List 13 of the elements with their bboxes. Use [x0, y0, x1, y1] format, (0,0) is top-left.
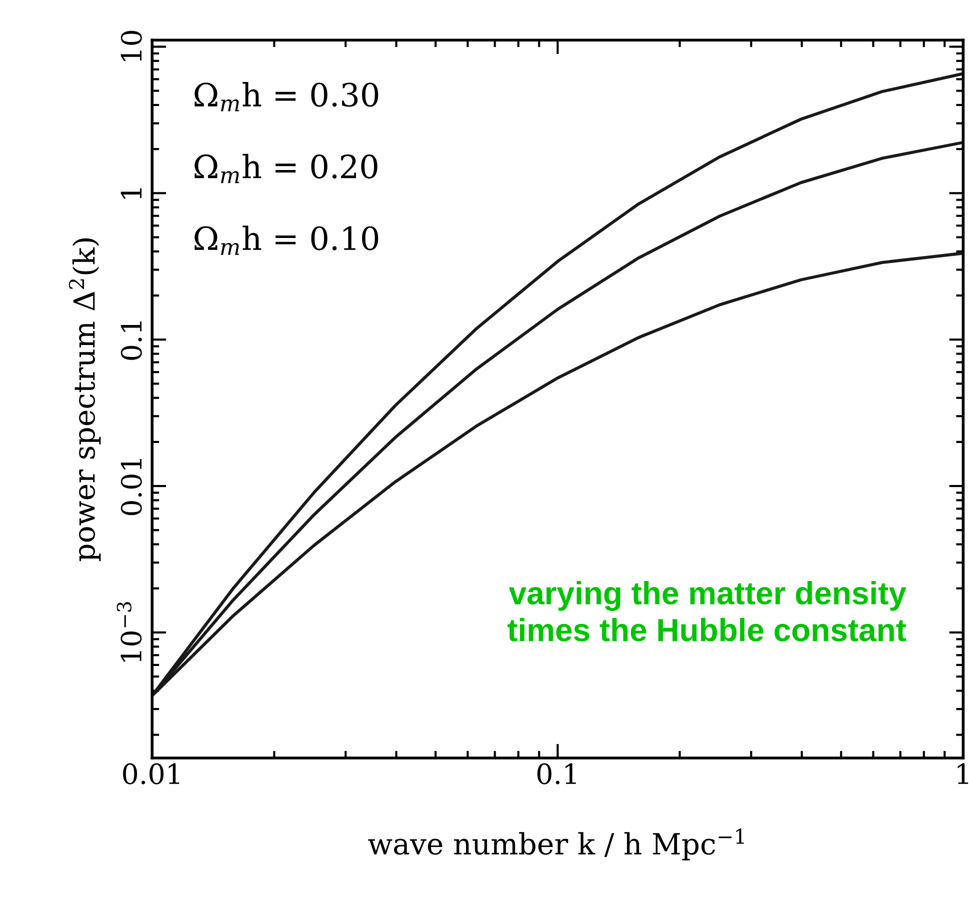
annotation: Ω$_{m}$h = 0.30: [194, 82, 378, 112]
x-tick-label: 0.1: [537, 763, 576, 784]
annotation: Ω$_{m}$h = 0.20: [194, 154, 378, 184]
y-tick-label: 10: [120, 30, 142, 62]
x-axis-title: wave number k / h Mpc$^{−1}$: [368, 828, 744, 860]
y-tick-label: 1: [120, 188, 142, 199]
y-axis-title: power spectrum Δ$^{2}$(k): [68, 238, 101, 562]
annotation: Ω$_{m}$h = 0.10: [194, 226, 378, 255]
annotation: varying the matter density times the Hubble constant: [507, 581, 906, 642]
y-tick-label: 0.01: [120, 459, 142, 516]
y-tick-label: 0.1: [120, 321, 142, 360]
x-tick-label: 1: [958, 763, 968, 784]
y-tick-label: 10$^{−3}$: [116, 602, 142, 662]
